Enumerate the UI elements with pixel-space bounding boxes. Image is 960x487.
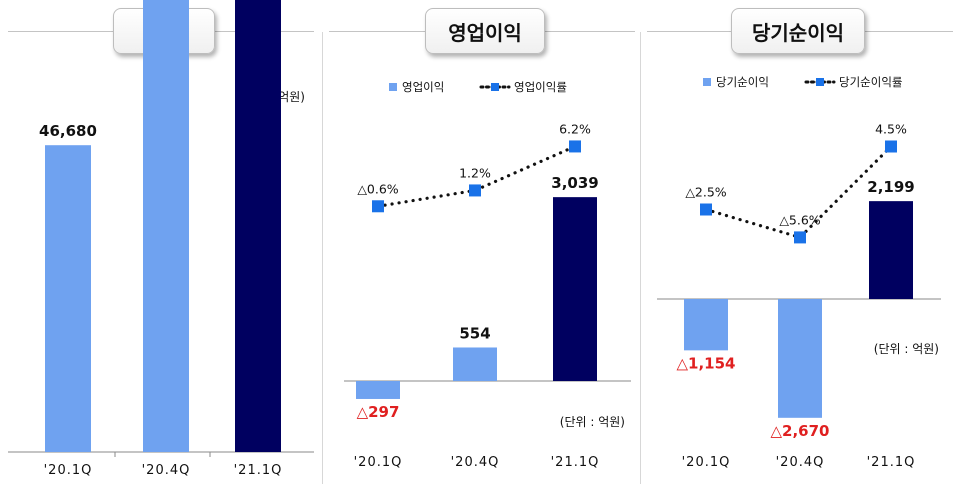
net-rate-label-0: △2.5% [685,185,726,200]
sales-bar-0 [45,145,91,452]
panel-divider-2 [640,32,641,484]
net-legend-bar-swatch [703,78,711,86]
op-legend-line-label: 영업이익률 [514,80,567,94]
op-bar-label-2: 3,039 [551,174,598,192]
net-rate-marker-0 [700,203,712,216]
op-bar-label-0: △297 [357,403,400,421]
op-x-tick-0: '20.1Q [354,455,403,470]
op-bar-label-1: 554 [459,324,490,342]
operating-profit-panel: 영업이익 영업이익 영업이익률 (단위 : 억원) △297'20.1Q 554'20.… [323,0,640,487]
op-bar-2 [553,197,597,381]
sales-x-tick-0: '20.1Q [44,463,93,478]
net-bar-1 [778,299,822,418]
op-rate-label-2: 6.2% [559,121,591,136]
sales-panel: 매 출 (단위 : 억원)46,680'20.1Q47,806'20.4Q49,… [0,0,322,487]
net-x-tick-0: '20.1Q [682,455,731,470]
sales-bar-2 [235,0,281,452]
op-rate-label-0: △0.6% [357,181,398,196]
op-rate-marker-1 [469,184,481,197]
op-legend-bar-swatch [389,83,397,91]
net-x-tick-1: '20.4Q [776,455,825,470]
sales-x-tick-1: '20.4Q [142,463,191,478]
net-rate-marker-1 [794,231,806,244]
net-legend-bar-label: 당기순이익 [716,75,769,89]
net-x-tick-2: '21.1Q [867,455,916,470]
net-bar-2 [869,201,913,299]
net-chart: 당기순이익 당기순이익률 (단위 : 억원) △1,154 '20.1Q △2,670 '2… [657,75,941,470]
op-bar-0 [356,381,400,399]
op-chart: 영업이익 영업이익률 (단위 : 억원) △297 '20.1Q 554 '20.4Q 3,0… [344,80,631,470]
net-title: 당기순이익 [731,8,865,54]
op-rate-marker-2 [569,140,581,153]
op-rate-marker-0 [372,200,384,213]
sales-x-tick-2: '21.1Q [234,463,283,478]
op-title: 영업이익 [425,8,545,54]
op-rate-label-1: 1.2% [459,165,491,180]
op-x-tick-1: '20.4Q [451,455,500,470]
net-unit-label: (단위 : 억원) [874,342,939,356]
op-x-tick-2: '21.1Q [551,455,600,470]
net-legend-line-label: 당기순이익률 [839,75,902,89]
net-bar-label-0: △1,154 [677,354,736,372]
op-bar-1 [453,347,497,381]
net-bar-label-2: 2,199 [867,178,914,196]
sales-chart: (단위 : 억원)46,680'20.1Q47,806'20.4Q49,274'… [8,0,314,478]
op-unit-label: (단위 : 억원) [560,415,625,429]
sales-value-label-0: 46,680 [39,122,97,140]
op-legend-bar-label: 영업이익 [402,80,444,94]
sales-bar-1 [143,0,189,452]
net-rate-label-2: 4.5% [875,122,907,137]
net-rate-label-1: △5.6% [779,212,820,227]
net-bar-label-1: △2,670 [771,422,830,440]
net-bar-0 [684,299,728,351]
net-rate-marker-2 [885,140,897,153]
net-income-panel: 당기순이익 당기순이익 당기순이익률 (단위 : 억원) △1,154'20.1Q △2… [641,0,960,487]
op-legend-marker-swatch [491,83,499,91]
net-legend-marker-swatch [816,78,824,86]
panel-divider-1 [322,32,323,484]
